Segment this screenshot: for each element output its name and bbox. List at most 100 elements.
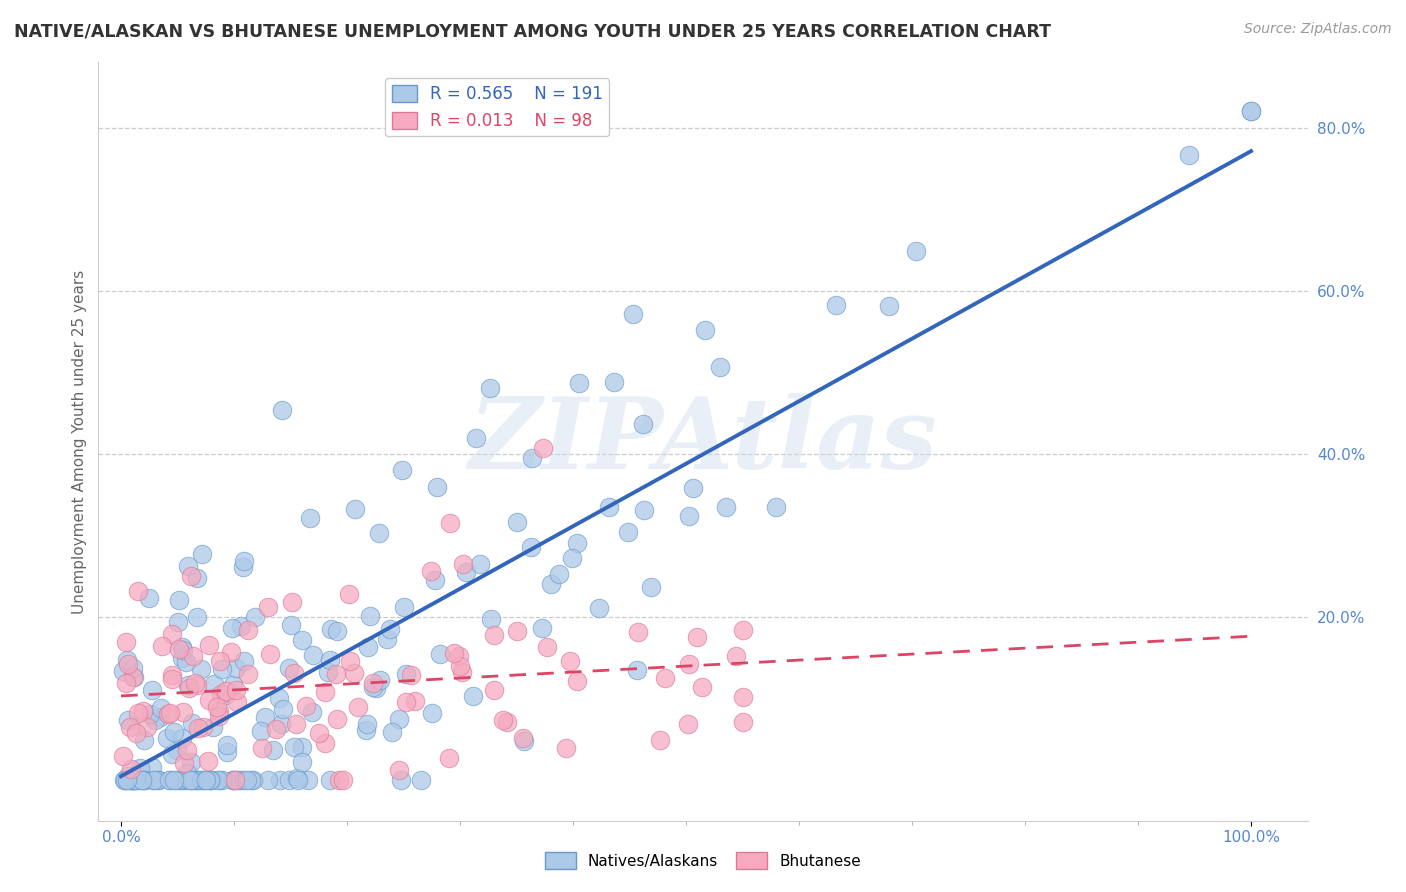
Point <box>122 670 145 684</box>
Point <box>588 601 610 615</box>
Point <box>124 772 146 787</box>
Point <box>183 649 205 664</box>
Point <box>531 441 554 455</box>
Point <box>184 675 207 690</box>
Point <box>120 772 142 787</box>
Point <box>285 716 308 731</box>
Point <box>209 772 232 787</box>
Point <box>117 772 139 787</box>
Point <box>186 772 208 787</box>
Point <box>548 567 571 582</box>
Point <box>163 772 186 787</box>
Point <box>243 610 266 624</box>
Point <box>328 772 350 787</box>
Point <box>506 515 529 529</box>
Point <box>283 740 305 755</box>
Point <box>186 772 208 787</box>
Point <box>121 772 143 787</box>
Point <box>257 772 280 787</box>
Point <box>134 732 156 747</box>
Text: Source: ZipAtlas.com: Source: ZipAtlas.com <box>1244 22 1392 37</box>
Point <box>277 660 299 674</box>
Point <box>166 743 188 757</box>
Point <box>419 564 441 578</box>
Point <box>451 557 474 571</box>
Point <box>236 624 259 638</box>
Point <box>682 482 704 496</box>
Point <box>128 762 150 776</box>
Point <box>343 665 366 680</box>
Point <box>259 647 281 661</box>
Point <box>150 640 173 654</box>
Point <box>654 671 676 685</box>
Point <box>121 661 143 675</box>
Point <box>678 657 700 671</box>
Point <box>357 640 380 654</box>
Point <box>160 668 183 682</box>
Point <box>225 683 247 698</box>
Point <box>187 721 209 735</box>
Point <box>211 662 233 676</box>
Point <box>186 571 208 585</box>
Point <box>283 665 305 680</box>
Point <box>314 685 336 699</box>
Point <box>561 551 583 566</box>
Point <box>232 559 254 574</box>
Point <box>115 772 138 787</box>
Point <box>170 640 193 654</box>
Point <box>262 743 284 757</box>
Point <box>198 772 221 787</box>
Point <box>678 717 700 731</box>
Point <box>198 772 221 787</box>
Point <box>181 716 204 731</box>
Point <box>478 381 501 395</box>
Point <box>392 599 415 614</box>
Point <box>420 706 443 720</box>
Point <box>127 772 149 787</box>
Point <box>122 670 145 684</box>
Point <box>1178 148 1201 162</box>
Point <box>690 681 713 695</box>
Point <box>132 704 155 718</box>
Point <box>395 695 418 709</box>
Point <box>179 772 201 787</box>
Point <box>190 772 212 787</box>
Point <box>447 649 470 664</box>
Point <box>506 624 529 638</box>
Point <box>232 654 254 668</box>
Point <box>301 705 323 719</box>
Point <box>308 726 330 740</box>
Point <box>321 622 343 636</box>
Point <box>170 772 193 787</box>
Point <box>219 645 242 659</box>
Point <box>429 647 451 661</box>
Point <box>825 298 848 312</box>
Point <box>724 648 747 663</box>
Point <box>134 772 156 787</box>
Point <box>162 627 184 641</box>
Point <box>536 640 558 655</box>
Point <box>177 678 200 692</box>
Point <box>626 663 648 677</box>
Point <box>627 625 650 640</box>
Point <box>176 766 198 780</box>
Point <box>650 733 672 747</box>
Point <box>172 643 194 657</box>
Point <box>1240 104 1263 119</box>
Point <box>555 741 578 756</box>
Point <box>221 622 243 636</box>
Point <box>225 661 247 675</box>
Point <box>167 615 190 630</box>
Point <box>157 772 180 787</box>
Point <box>167 592 190 607</box>
Point <box>264 722 287 736</box>
Point <box>877 300 900 314</box>
Point <box>159 772 181 787</box>
Point <box>118 721 141 735</box>
Point <box>214 688 236 702</box>
Point <box>177 558 200 573</box>
Point <box>181 772 204 787</box>
Point <box>179 681 201 695</box>
Point <box>222 772 245 787</box>
Point <box>139 707 162 722</box>
